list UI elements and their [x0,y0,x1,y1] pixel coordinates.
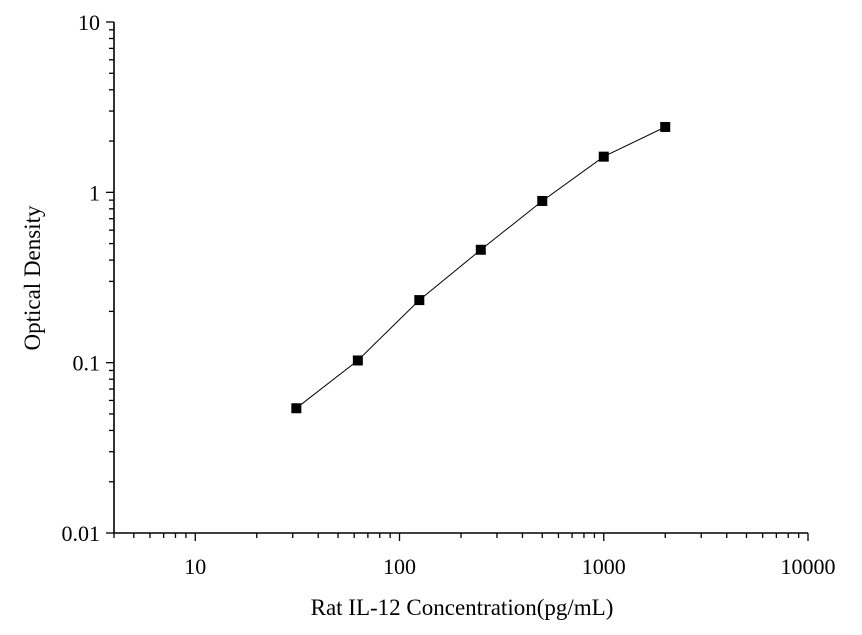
x-tick-label: 10000 [781,554,836,579]
x-tick-label: 10 [184,554,206,579]
data-point [660,121,671,132]
y-tick-label: 10 [78,10,100,35]
y-tick-label: 0.1 [73,351,101,376]
ticks [106,21,809,541]
tick-labels: 10 100 1000 10000 0.01 0.1 1 10 [62,10,836,579]
data-point [475,244,486,255]
data-point [291,403,302,414]
axes [113,22,808,534]
x-axis-title: Rat IL-12 Concentration(pg/mL) [311,595,614,620]
data-point [414,295,425,306]
y-axis-title: Optical Density [20,205,45,350]
data-point [598,151,609,162]
y-tick-label: 0.01 [62,521,101,546]
x-tick-label: 100 [383,554,416,579]
data-point [352,355,363,366]
series-line [295,126,666,409]
x-tick-label: 1000 [582,554,626,579]
data-point [537,195,548,206]
y-tick-label: 1 [89,180,100,205]
series-layer [291,121,671,414]
